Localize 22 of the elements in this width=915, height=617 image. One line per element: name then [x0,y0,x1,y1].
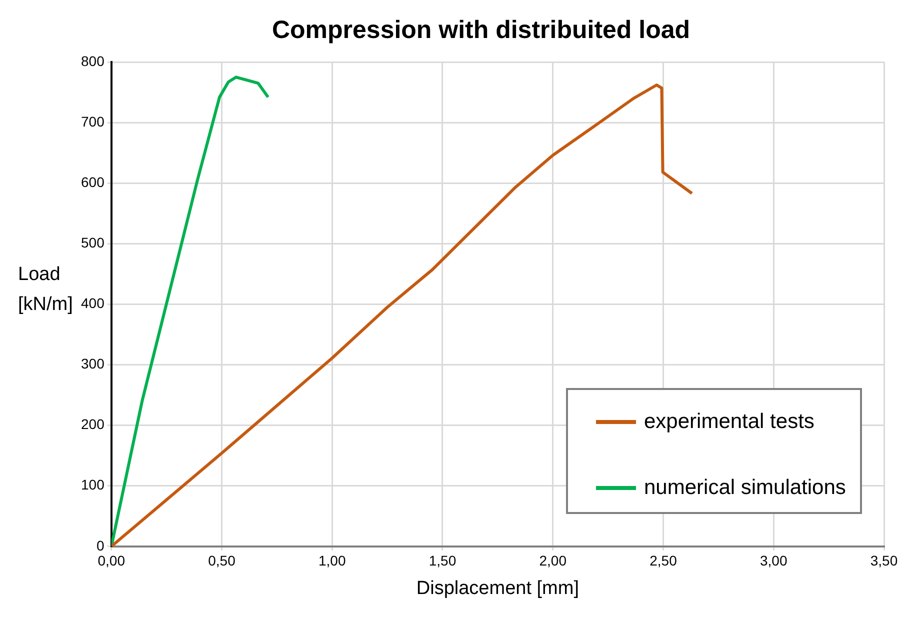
y-tick-label: 600 [81,174,105,190]
x-tick-label: 3,50 [870,552,898,569]
y-tick-label: 700 [81,113,105,130]
x-tick-label: 0,00 [98,552,126,569]
legend-label: numerical simulations [644,476,846,500]
x-tick-label: 1,00 [318,552,346,569]
x-axis-title: Displacement [mm] [416,578,579,599]
y-tick-label: 400 [81,295,105,312]
y-tick-label: 200 [81,416,105,432]
chart-title: Compression with distribuited load [272,16,690,44]
y-tick-label: 500 [81,234,105,251]
y-tick-label: 300 [81,356,105,372]
y-tick-label: 100 [81,476,105,493]
x-tick-label: 2,00 [539,552,567,569]
y-axis-title: Load [kN/m] [18,264,73,315]
x-tick-label: 2,50 [650,552,678,569]
x-tick-label: 0,50 [208,552,236,569]
legend-label: experimental tests [644,410,814,434]
x-tick-label: 1,50 [428,552,456,569]
y-tick-label: 800 [81,52,105,69]
x-tick-label: 3,00 [760,552,788,569]
y-tick-label: 0 [96,537,105,554]
